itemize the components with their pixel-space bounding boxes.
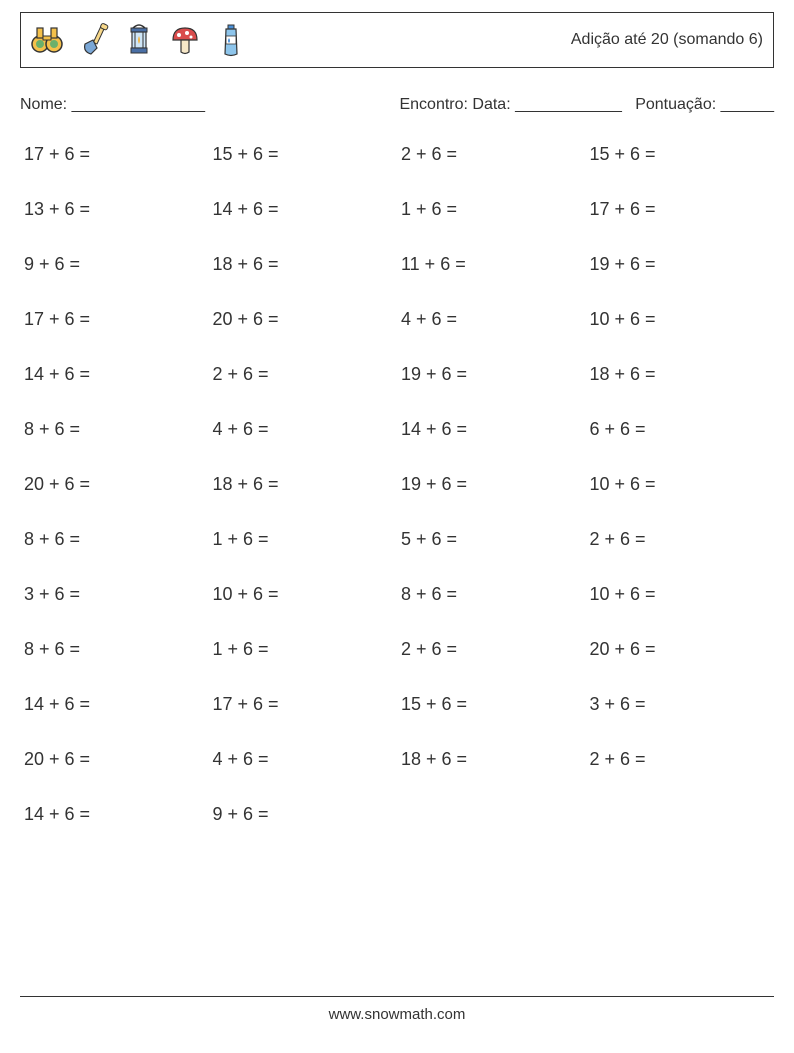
problem-cell: 17 + 6 = [209, 694, 398, 715]
problem-cell: 19 + 6 = [586, 254, 775, 275]
problem-cell: 8 + 6 = [397, 584, 586, 605]
problem-cell: 3 + 6 = [20, 584, 209, 605]
info-row: Nome: _______________ Encontro: Data: __… [20, 96, 774, 114]
problem-cell: 6 + 6 = [586, 419, 775, 440]
problem-cell: 10 + 6 = [586, 474, 775, 495]
problem-cell: 14 + 6 = [20, 364, 209, 385]
problem-cell: 3 + 6 = [586, 694, 775, 715]
problem-cell: 20 + 6 = [586, 639, 775, 660]
water-bottle-icon [211, 20, 251, 60]
problem-cell: 1 + 6 = [209, 529, 398, 550]
problem-cell: 14 + 6 = [20, 694, 209, 715]
problem-cell: 9 + 6 = [20, 254, 209, 275]
problem-cell: 17 + 6 = [20, 144, 209, 165]
problem-cell: 2 + 6 = [586, 749, 775, 770]
problem-cell: 10 + 6 = [586, 584, 775, 605]
worksheet-title: Adição até 20 (somando 6) [571, 31, 763, 49]
problems-grid: 17 + 6 =15 + 6 =2 + 6 =15 + 6 =13 + 6 =1… [20, 144, 774, 825]
problem-cell: 20 + 6 = [20, 749, 209, 770]
problem-cell: 14 + 6 = [20, 804, 209, 825]
problem-cell: 1 + 6 = [209, 639, 398, 660]
problem-cell: 15 + 6 = [586, 144, 775, 165]
binoculars-icon [27, 20, 67, 60]
problem-cell: 17 + 6 = [586, 199, 775, 220]
problem-cell: 18 + 6 = [586, 364, 775, 385]
problem-cell: 11 + 6 = [397, 254, 586, 275]
date-score-field: Encontro: Data: ____________ Pontuação: … [399, 96, 774, 114]
problem-cell: 10 + 6 = [209, 584, 398, 605]
problem-cell: 9 + 6 = [209, 804, 398, 825]
problem-cell: 14 + 6 = [397, 419, 586, 440]
footer-divider [20, 996, 774, 997]
problem-cell: 14 + 6 = [209, 199, 398, 220]
problem-cell: 18 + 6 = [209, 474, 398, 495]
problem-cell: 2 + 6 = [397, 144, 586, 165]
problem-cell: 4 + 6 = [209, 419, 398, 440]
problem-cell: 19 + 6 = [397, 474, 586, 495]
problem-cell: 2 + 6 = [209, 364, 398, 385]
header-box: Adição até 20 (somando 6) [20, 12, 774, 68]
problem-cell: 2 + 6 = [397, 639, 586, 660]
problem-cell: 8 + 6 = [20, 529, 209, 550]
lantern-icon [119, 20, 159, 60]
problem-cell: 18 + 6 = [397, 749, 586, 770]
shovel-icon [73, 20, 113, 60]
problem-cell: 8 + 6 = [20, 419, 209, 440]
mushroom-icon [165, 20, 205, 60]
problem-cell: 20 + 6 = [20, 474, 209, 495]
problem-cell: 19 + 6 = [397, 364, 586, 385]
header-icons [27, 20, 251, 60]
problem-cell: 17 + 6 = [20, 309, 209, 330]
problem-cell: 15 + 6 = [397, 694, 586, 715]
name-field: Nome: _______________ [20, 96, 205, 114]
problem-cell: 15 + 6 = [209, 144, 398, 165]
problem-cell: 20 + 6 = [209, 309, 398, 330]
problem-cell: 4 + 6 = [397, 309, 586, 330]
problem-cell: 2 + 6 = [586, 529, 775, 550]
problem-cell [397, 804, 586, 825]
problem-cell: 5 + 6 = [397, 529, 586, 550]
problem-cell: 4 + 6 = [209, 749, 398, 770]
problem-cell: 13 + 6 = [20, 199, 209, 220]
footer-text: www.snowmath.com [0, 1006, 794, 1023]
problem-cell: 8 + 6 = [20, 639, 209, 660]
problem-cell: 10 + 6 = [586, 309, 775, 330]
problem-cell [586, 804, 775, 825]
problem-cell: 18 + 6 = [209, 254, 398, 275]
problem-cell: 1 + 6 = [397, 199, 586, 220]
